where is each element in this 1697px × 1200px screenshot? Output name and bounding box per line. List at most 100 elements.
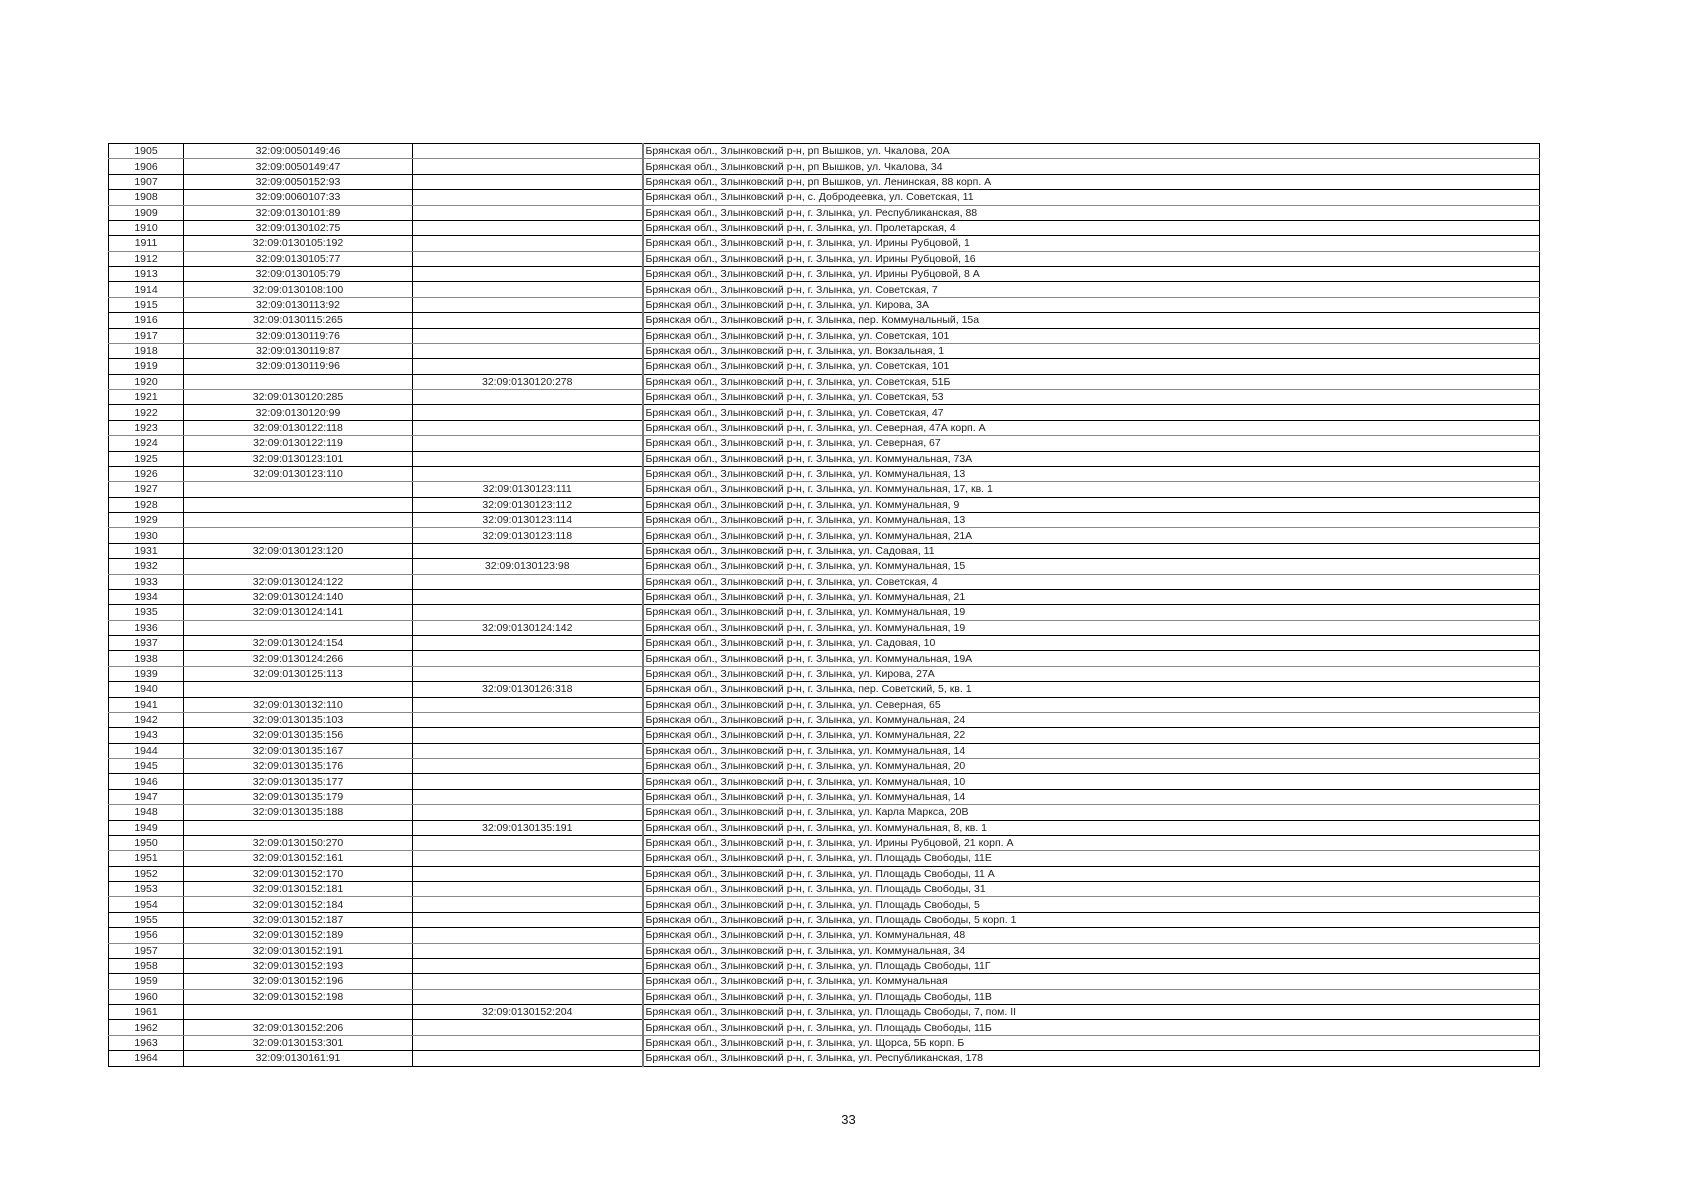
row-number-cell: 1920 [108,374,184,391]
cadastral-number-land-cell: 32:09:0130135:179 [183,789,413,806]
cadastral-number-land-cell: 32:09:0130123:101 [183,451,413,467]
cadastral-number-building-cell [412,943,643,959]
table-row: 1935 32:09:0130124:141 Брянская обл., Злын… [108,604,1540,621]
address-cell: Брянская обл., Злынковский р-н, г. Злынк… [641,297,1540,314]
cadastral-number-building-cell [412,143,643,160]
cadastral-number-building-cell [412,266,643,283]
address-cell: Брянская обл., Злынковский р-н, г. Злынк… [641,374,1540,391]
cadastral-number-building-cell [412,758,643,775]
table-row: 1954 32:09:0130152:184 Брянская обл., Злын… [108,896,1540,913]
address-cell: Брянская обл., Злынковский р-н, г. Злынк… [641,820,1540,836]
cadastral-number-land-cell: 32:09:0130161:91 [183,1050,413,1067]
row-number-cell: 1955 [108,912,184,929]
row-number-cell: 1947 [108,789,184,806]
table-row: 1948 32:09:0130135:188 Брянская обл., Злын… [108,804,1540,821]
table-row: 1958 32:09:0130152:193 Брянская обл., Злын… [108,958,1540,975]
cadastral-number-land-cell: 32:09:0130124:140 [183,589,413,606]
table-row: 1953 32:09:0130152:181 Брянская обл., Злын… [108,881,1540,898]
table-row: 1950 32:09:0130150:270 Брянская обл., Злын… [108,835,1540,852]
cadastral-number-building-cell [412,343,643,360]
table-row: 1907 32:09:0050152:93 Брянская обл., Злынк… [108,174,1540,191]
row-number-cell: 1937 [108,635,184,652]
cadastral-number-building-cell [412,251,643,268]
row-number-cell: 1963 [108,1035,184,1052]
row-number-cell: 1917 [108,328,184,344]
cadastral-number-building-cell [412,927,643,944]
cadastral-number-building-cell [412,650,643,667]
cadastral-number-land-cell [183,681,413,698]
row-number-cell: 1951 [108,850,184,867]
cadastral-number-land-cell: 32:09:0130123:120 [183,543,413,560]
cadastral-number-land-cell: 32:09:0130125:113 [183,666,413,683]
cadastral-number-land-cell: 32:09:0130123:110 [183,466,413,483]
table-row: 1915 32:09:0130113:92 Брянская обл., Злынк… [108,297,1540,314]
cadastral-number-land-cell: 32:09:0130122:118 [183,420,413,437]
cadastral-number-building-cell [412,328,643,344]
cadastral-number-building-cell [412,420,643,437]
row-number-cell: 1934 [108,589,184,606]
row-number-cell: 1921 [108,389,184,406]
cadastral-number-building-cell: 32:09:0130126:318 [412,681,643,698]
cadastral-number-building-cell [412,389,643,406]
cadastral-number-building-cell [412,835,643,852]
page-number: 33 [841,1112,856,1127]
table-row: 1955 32:09:0130152:187 Брянская обл., Злын… [108,912,1540,929]
cadastral-number-land-cell: 32:09:0130132:110 [183,697,413,713]
cadastral-number-land-cell [183,374,413,391]
cadastral-number-land-cell [183,481,413,498]
address-cell: Брянская обл., Злынковский р-н, г. Злынк… [641,266,1540,283]
cadastral-number-land-cell: 32:09:0050149:46 [183,143,413,160]
cadastral-number-building-cell [412,666,643,683]
cadastral-number-building-cell [412,1035,643,1052]
table-row: 1961 32:09:0130152:204 Брянская обл., Злын… [108,1004,1540,1021]
cadastral-number-building-cell [412,635,643,652]
table-row: 1944 32:09:0130135:167 Брянская обл., Злын… [108,743,1540,760]
cadastral-number-land-cell [183,512,413,529]
cadastral-number-building-cell [412,220,643,237]
cadastral-number-building-cell [412,989,643,1006]
address-cell: Брянская обл., Злынковский р-н, г. Злынк… [641,1035,1540,1052]
row-number-cell: 1905 [108,143,184,160]
table-row: 1906 32:09:0050149:47 Брянская обл., Злынк… [108,158,1540,175]
cadastral-number-land-cell: 32:09:0130152:206 [183,1019,413,1036]
cadastral-number-building-cell [412,574,643,590]
table-row: 1949 32:09:0130135:191 Брянская обл., Злын… [108,820,1540,836]
cadastral-number-land-cell: 32:09:0130152:170 [183,866,413,883]
row-number-cell: 1949 [108,820,184,836]
address-cell: Брянская обл., Злынковский р-н, г. Злынк… [641,512,1540,529]
table-row: 1939 32:09:0130125:113 Брянская обл., Злын… [108,666,1540,683]
row-number-cell: 1908 [108,189,184,206]
address-cell: Брянская обл., Злынковский р-н, г. Злынк… [641,620,1540,637]
table-row: 1911 32:09:0130105:192 Брянская обл., Злын… [108,235,1540,252]
address-cell: Брянская обл., Злынковский р-н, г. Злынк… [641,789,1540,806]
address-cell: Брянская обл., Злынковский р-н, г. Злынк… [641,635,1540,652]
cadastral-number-building-cell: 32:09:0130135:191 [412,820,643,836]
cadastral-number-building-cell [412,358,643,375]
cadastral-number-building-cell [412,297,643,314]
cadastral-number-land-cell: 32:09:0130152:193 [183,958,413,975]
row-number-cell: 1957 [108,943,184,959]
cadastral-number-land-cell: 32:09:0130124:122 [183,574,413,590]
address-cell: Брянская обл., Злынковский р-н, г. Злынк… [641,481,1540,498]
address-cell: Брянская обл., Злынковский р-н, г. Злынк… [641,697,1540,713]
address-cell: Брянская обл., Злынковский р-н, г. Злынк… [641,451,1540,467]
cadastral-number-land-cell: 32:09:0060107:33 [183,189,413,206]
cadastral-number-land-cell: 32:09:0050149:47 [183,158,413,175]
cadastral-number-building-cell [412,205,643,221]
row-number-cell: 1938 [108,650,184,667]
cadastral-number-building-cell [412,404,643,421]
row-number-cell: 1953 [108,881,184,898]
table-row: 1920 32:09:0130120:278 Брянская обл., Злын… [108,374,1540,391]
table-row: 1908 32:09:0060107:33 Брянская обл., Злынк… [108,189,1540,206]
address-cell: Брянская обл., Злынковский р-н, г. Злынк… [641,773,1540,790]
cadastral-number-land-cell: 32:09:0130153:301 [183,1035,413,1052]
table-row: 1937 32:09:0130124:154 Брянская обл., Злын… [108,635,1540,652]
row-number-cell: 1928 [108,497,184,514]
row-number-cell: 1925 [108,451,184,467]
row-number-cell: 1913 [108,266,184,283]
cadastral-number-building-cell [412,589,643,606]
row-number-cell: 1912 [108,251,184,268]
row-number-cell: 1950 [108,835,184,852]
address-cell: Брянская обл., Злынковский р-н, г. Злынк… [641,420,1540,437]
cadastral-number-land-cell: 32:09:0130152:161 [183,850,413,867]
